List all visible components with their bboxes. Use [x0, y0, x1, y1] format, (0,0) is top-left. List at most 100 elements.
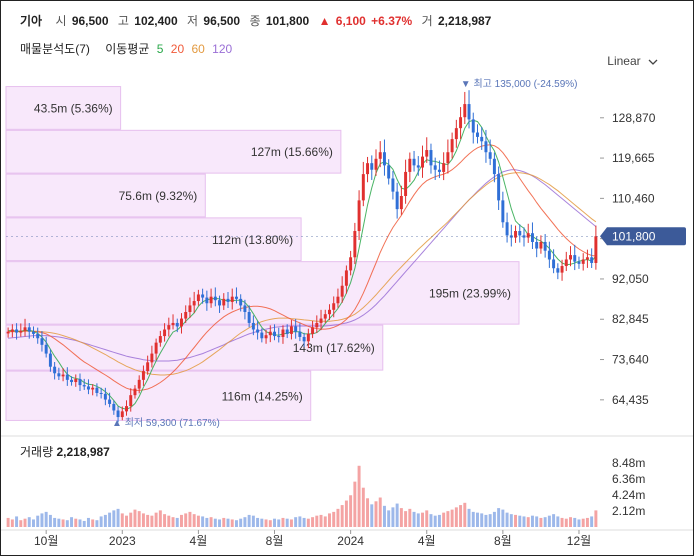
- candle: [99, 387, 103, 399]
- candle: [6, 327, 10, 338]
- candle: [82, 378, 86, 390]
- current-price-tag: [600, 227, 686, 246]
- volume-bar: [103, 514, 107, 527]
- candle-body: [573, 255, 577, 262]
- candle-body: [19, 330, 23, 333]
- candle-body: [497, 174, 501, 201]
- volume-bar: [433, 515, 437, 527]
- volume-bar: [573, 517, 577, 527]
- volume-profile-toggle[interactable]: 매물분석도(7): [20, 42, 90, 56]
- candle: [285, 324, 289, 339]
- high-price: 102,400: [134, 14, 178, 28]
- candle-body: [387, 165, 391, 179]
- candle: [243, 299, 247, 320]
- candle: [370, 155, 374, 180]
- candle: [294, 318, 298, 339]
- volume-label: 거: [421, 14, 433, 28]
- candle: [158, 330, 162, 347]
- candle: [277, 327, 281, 343]
- candle-body: [590, 257, 594, 263]
- candle-body: [459, 117, 463, 129]
- candle: [501, 191, 505, 228]
- candle-body: [74, 378, 78, 383]
- volume-bar: [501, 509, 505, 527]
- volume-bar: [302, 517, 306, 527]
- candle-body: [15, 329, 19, 333]
- candle-body: [501, 200, 505, 223]
- volume-bar: [535, 516, 539, 527]
- x-tick-label: 4월: [418, 534, 436, 548]
- volume-bar: [336, 508, 340, 527]
- candle-body: [289, 326, 293, 334]
- volume-bar: [526, 517, 530, 527]
- candle: [361, 161, 365, 207]
- volume-bar: [48, 514, 52, 527]
- candle: [454, 119, 458, 148]
- candle: [585, 249, 589, 268]
- scale-dropdown[interactable]: Linear: [607, 54, 658, 68]
- volume-bar: [484, 514, 488, 527]
- candle: [560, 259, 564, 281]
- volume-bar: [251, 515, 255, 527]
- candle-body: [53, 366, 57, 374]
- moving-average-toggle[interactable]: 이동평균: [105, 42, 150, 56]
- candle: [404, 159, 408, 204]
- candle-body: [27, 327, 31, 332]
- volume-bar: [260, 518, 264, 527]
- volume-profile-bar: [5, 173, 206, 218]
- volume-bar: [141, 513, 145, 527]
- candle-body: [323, 314, 327, 319]
- candle: [556, 263, 560, 280]
- candle: [112, 400, 116, 415]
- candle-body: [336, 296, 340, 304]
- candle: [323, 309, 327, 323]
- candle: [137, 375, 141, 394]
- volume-bar: [264, 519, 268, 527]
- candle: [412, 150, 416, 172]
- volume-bar: [357, 465, 361, 527]
- candle-body: [260, 332, 264, 339]
- candle: [539, 235, 543, 254]
- volume-bar: [226, 518, 230, 527]
- candle-body: [569, 255, 572, 260]
- candle-body: [340, 285, 344, 297]
- candle: [357, 190, 361, 241]
- volume-bar: [40, 513, 44, 527]
- volume-bar: [15, 516, 19, 527]
- candle: [226, 291, 230, 309]
- volume-bar: [315, 515, 319, 527]
- candle-body: [213, 296, 217, 301]
- volume-bar: [129, 512, 133, 527]
- volume-bar: [471, 511, 475, 527]
- candle: [298, 323, 302, 342]
- volume-bar: [378, 497, 382, 527]
- volume-bar: [209, 517, 213, 527]
- candle-body: [268, 331, 272, 336]
- volume-bar: [36, 515, 40, 527]
- candle-body: [167, 325, 171, 330]
- y-tick-label: 92,050: [612, 272, 649, 286]
- candle-body: [454, 128, 458, 140]
- open-price: 96,500: [71, 14, 109, 28]
- candle: [213, 287, 217, 307]
- candle: [133, 385, 137, 399]
- candle-body: [281, 329, 285, 337]
- candle-body: [577, 261, 581, 264]
- candle-body: [480, 136, 484, 142]
- candle-body: [315, 322, 319, 328]
- candle: [514, 225, 518, 243]
- candle-body: [32, 331, 35, 334]
- candle: [205, 290, 209, 311]
- candle: [590, 248, 594, 269]
- low-label: 저: [187, 14, 199, 28]
- volume-tick-label: 6.36m: [612, 472, 645, 486]
- volume-profile-bar: [5, 86, 122, 130]
- candle-body: [251, 322, 255, 330]
- chevron-down-icon: [648, 59, 658, 65]
- candle: [450, 132, 454, 159]
- volume-profile-label: 112m (13.80%): [212, 233, 293, 247]
- volume-bar: [459, 505, 463, 527]
- candle-body: [535, 241, 539, 249]
- candle: [256, 321, 260, 340]
